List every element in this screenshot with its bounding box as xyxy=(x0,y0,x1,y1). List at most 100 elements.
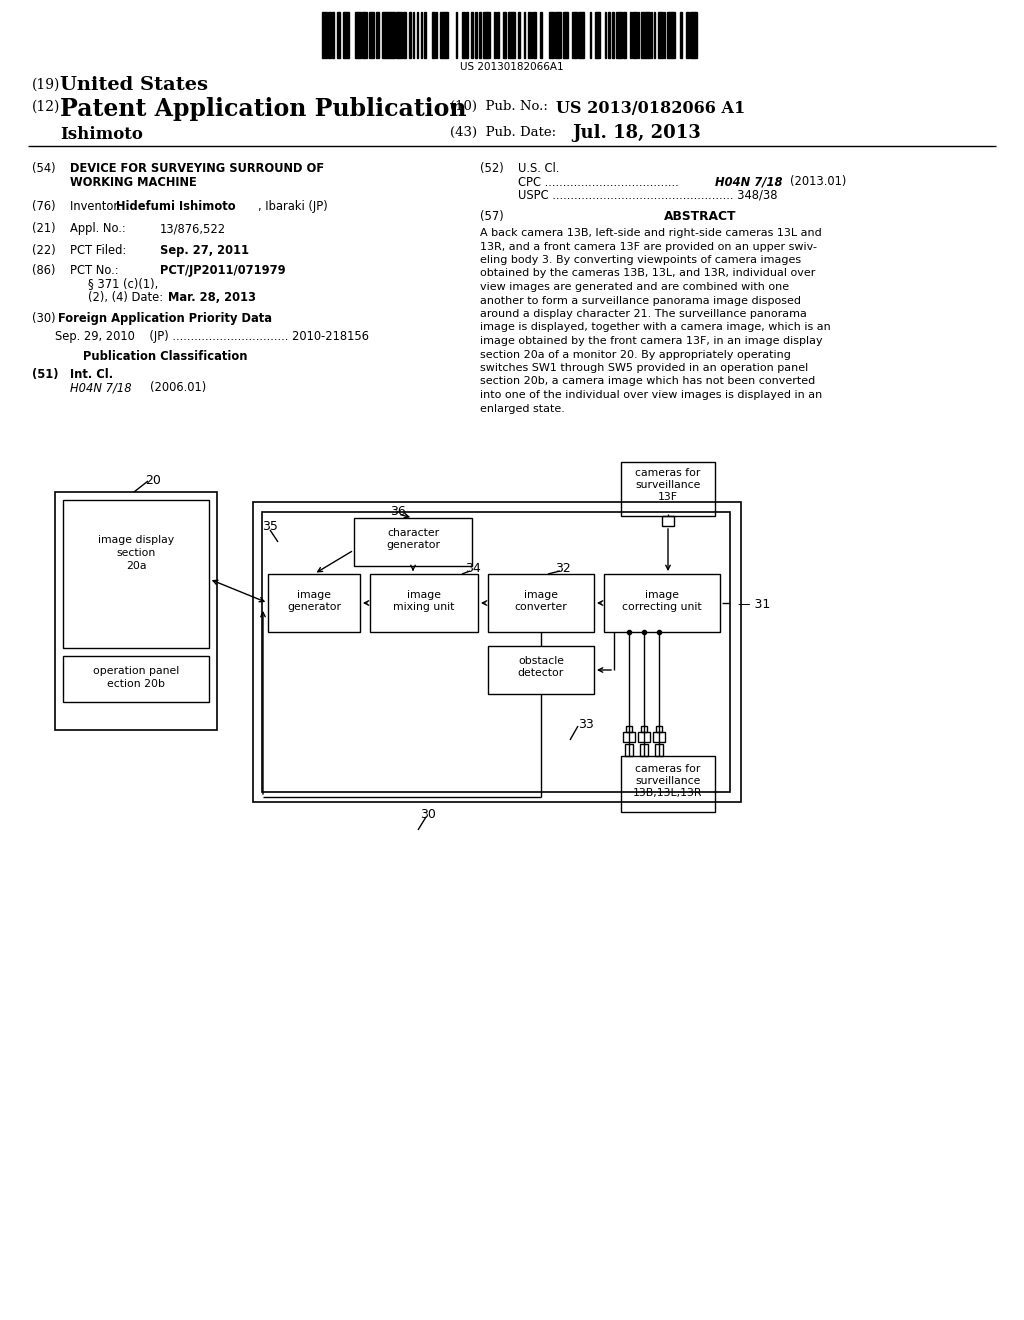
Text: PCT No.:: PCT No.: xyxy=(70,264,137,277)
Bar xyxy=(667,12,669,58)
Text: image: image xyxy=(297,590,331,601)
Bar xyxy=(63,656,209,702)
Text: generator: generator xyxy=(287,602,341,612)
Text: , Ibaraki (JP): , Ibaraki (JP) xyxy=(258,201,328,213)
Text: U.S. Cl.: U.S. Cl. xyxy=(518,162,559,176)
Bar xyxy=(471,12,473,58)
Bar xyxy=(479,12,481,58)
Bar xyxy=(559,12,561,58)
Text: USPC .................................................. 348/38: USPC ...................................… xyxy=(518,189,777,202)
Bar xyxy=(660,12,663,58)
Bar xyxy=(550,12,553,58)
Text: switches SW1 through SW5 provided in an operation panel: switches SW1 through SW5 provided in an … xyxy=(480,363,808,374)
Text: Appl. No.:: Appl. No.: xyxy=(70,222,144,235)
Text: obtained by the cameras 13B, 13L, and 13R, individual over: obtained by the cameras 13B, 13L, and 13… xyxy=(480,268,815,279)
Text: (2006.01): (2006.01) xyxy=(150,381,206,395)
Text: character: character xyxy=(387,528,439,539)
Bar xyxy=(690,12,693,58)
Text: 13B,13L,13R: 13B,13L,13R xyxy=(633,788,702,799)
Text: Sep. 29, 2010    (JP) ................................ 2010-218156: Sep. 29, 2010 (JP) .....................… xyxy=(55,330,369,343)
Text: image: image xyxy=(407,590,441,601)
Text: 13R, and a front camera 13F are provided on an upper swiv-: 13R, and a front camera 13F are provided… xyxy=(480,242,817,252)
Text: section 20a of a monitor 20. By appropriately operating: section 20a of a monitor 20. By appropri… xyxy=(480,350,791,359)
Bar xyxy=(646,12,649,58)
Text: 20: 20 xyxy=(145,474,161,487)
Text: image is displayed, together with a camera image, which is an: image is displayed, together with a came… xyxy=(480,322,830,333)
Text: (54): (54) xyxy=(32,162,55,176)
Text: (51): (51) xyxy=(32,368,58,381)
Bar xyxy=(641,12,643,58)
Text: another to form a surveillance panorama image disposed: another to form a surveillance panorama … xyxy=(480,296,801,305)
Bar xyxy=(441,12,444,58)
Text: (76): (76) xyxy=(32,201,55,213)
Text: image: image xyxy=(645,590,679,601)
Text: generator: generator xyxy=(386,540,440,550)
Bar xyxy=(508,12,510,58)
Bar xyxy=(503,12,505,58)
Bar xyxy=(424,12,426,58)
Bar xyxy=(369,12,372,58)
Bar xyxy=(598,12,600,58)
Text: § 371 (c)(1),: § 371 (c)(1), xyxy=(88,277,159,290)
Bar xyxy=(578,12,581,58)
Bar xyxy=(446,12,449,58)
Bar xyxy=(354,517,472,566)
Text: US 2013/0182066 A1: US 2013/0182066 A1 xyxy=(556,100,745,117)
Text: 20a: 20a xyxy=(126,561,146,572)
Bar xyxy=(388,12,390,58)
Bar xyxy=(686,12,689,58)
Bar xyxy=(253,502,741,803)
Text: PCT/JP2011/071979: PCT/JP2011/071979 xyxy=(160,264,286,277)
Bar xyxy=(386,12,388,58)
Bar xyxy=(488,12,490,58)
Text: eling body 3. By converting viewpoints of camera images: eling body 3. By converting viewpoints o… xyxy=(480,255,801,265)
Text: operation panel: operation panel xyxy=(93,667,179,676)
Bar xyxy=(377,12,379,58)
Bar xyxy=(643,12,646,58)
Bar xyxy=(55,492,217,730)
Text: (86): (86) xyxy=(32,264,55,277)
Text: WORKING MACHINE: WORKING MACHINE xyxy=(70,176,197,189)
Text: mixing unit: mixing unit xyxy=(393,602,455,612)
Bar xyxy=(344,12,346,58)
Text: obstacle: obstacle xyxy=(518,656,564,667)
Text: Ishimoto: Ishimoto xyxy=(60,125,143,143)
Text: A back camera 13B, left-side and right-side cameras 13L and: A back camera 13B, left-side and right-s… xyxy=(480,228,821,238)
Text: Int. Cl.: Int. Cl. xyxy=(70,368,113,381)
Bar xyxy=(268,574,360,632)
Text: DEVICE FOR SURVEYING SURROUND OF: DEVICE FOR SURVEYING SURROUND OF xyxy=(70,162,325,176)
Text: Hidefumi Ishimoto: Hidefumi Ishimoto xyxy=(116,201,236,213)
Bar xyxy=(494,12,496,58)
Text: PCT Filed:: PCT Filed: xyxy=(70,244,140,257)
Text: (21): (21) xyxy=(32,222,55,235)
Bar xyxy=(624,12,626,58)
Text: enlarged state.: enlarged state. xyxy=(480,404,565,413)
Bar xyxy=(672,12,675,58)
Text: Inventor:: Inventor: xyxy=(70,201,129,213)
Bar xyxy=(262,512,730,792)
Bar xyxy=(640,744,648,756)
Text: (43)  Pub. Date:: (43) Pub. Date: xyxy=(450,125,556,139)
Text: 33: 33 xyxy=(578,718,594,731)
Bar xyxy=(372,12,374,58)
Bar xyxy=(630,12,632,58)
Bar xyxy=(656,726,662,733)
Text: (22): (22) xyxy=(32,244,55,257)
Text: section: section xyxy=(117,548,156,558)
Bar xyxy=(488,645,594,694)
Text: Mar. 28, 2013: Mar. 28, 2013 xyxy=(168,290,256,304)
Bar xyxy=(383,12,385,58)
Text: Publication Classification: Publication Classification xyxy=(83,350,247,363)
Bar xyxy=(572,12,574,58)
Bar xyxy=(680,12,682,58)
Bar xyxy=(63,500,209,648)
Text: section 20b, a camera image which has not been converted: section 20b, a camera image which has no… xyxy=(480,376,815,387)
Text: H04N 7/18: H04N 7/18 xyxy=(70,381,132,395)
Text: 13F: 13F xyxy=(658,492,678,502)
Bar xyxy=(444,12,446,58)
Bar xyxy=(625,744,633,756)
Text: (57): (57) xyxy=(480,210,504,223)
Bar xyxy=(396,12,398,58)
Text: image: image xyxy=(524,590,558,601)
Bar xyxy=(662,516,674,525)
